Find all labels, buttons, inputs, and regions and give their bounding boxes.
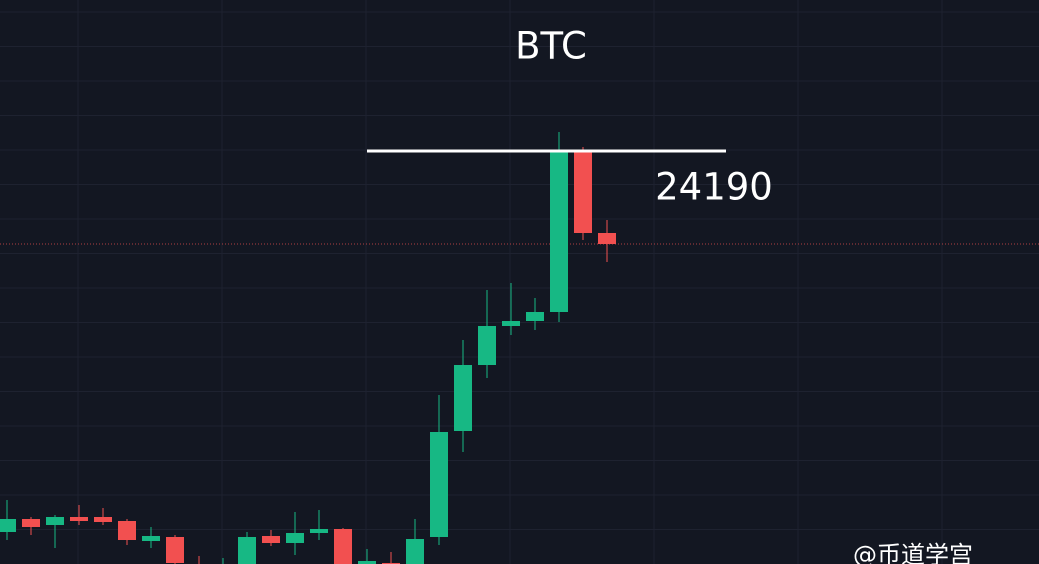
- candle-body: [502, 321, 520, 326]
- candle-body: [94, 517, 112, 522]
- candle-body: [334, 529, 352, 564]
- candle-body: [574, 151, 592, 233]
- candle-body: [46, 517, 64, 525]
- candle-body: [286, 533, 304, 543]
- candle-body: [118, 521, 136, 540]
- watermark: @币道学宫: [853, 541, 973, 564]
- candle-body: [70, 517, 88, 521]
- level-label: 24190: [655, 166, 773, 209]
- candle-body: [166, 537, 184, 563]
- candle-body: [478, 326, 496, 365]
- candle-body: [142, 536, 160, 541]
- candle-body: [550, 151, 568, 312]
- candle-body: [0, 519, 16, 532]
- candle-body: [526, 312, 544, 321]
- candle-body: [310, 529, 328, 533]
- chart-title: BTC: [515, 25, 587, 68]
- candle-body: [406, 539, 424, 564]
- candle-body: [358, 561, 376, 564]
- candle-body: [238, 537, 256, 564]
- candle-body: [262, 536, 280, 543]
- candle-body: [598, 233, 616, 244]
- candle-body: [430, 432, 448, 537]
- candle-body: [22, 519, 40, 527]
- candle-body: [454, 365, 472, 431]
